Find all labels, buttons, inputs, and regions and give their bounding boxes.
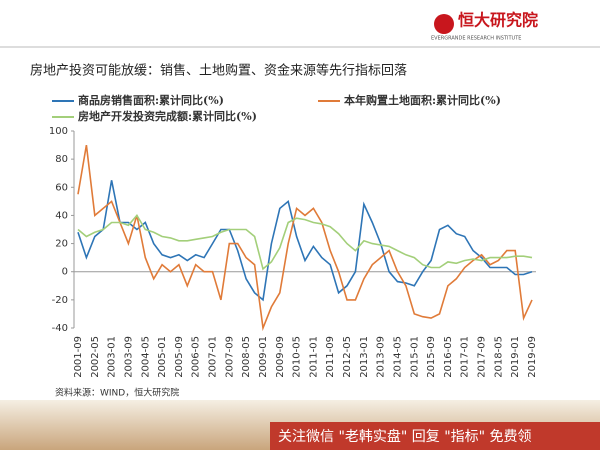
x-tick-label: 2012-05	[342, 336, 353, 378]
x-tick-label: 2017-09	[477, 336, 488, 378]
banner-text: 关注微信 "老韩实盘" 回复 "指标" 免费领	[278, 428, 532, 445]
x-tick-label: 2007-01	[208, 336, 219, 378]
x-tick-label: 2015-09	[426, 336, 437, 378]
x-tick-label: 2011-01	[308, 336, 319, 378]
x-tick-label: 2003-01	[107, 336, 118, 378]
x-tick-label: 2010-05	[292, 336, 303, 378]
x-tick-label: 2001-09	[73, 336, 84, 378]
legend-label: 本年购置土地面积:累计同比(%)	[344, 93, 501, 107]
x-tick-label: 2002-05	[90, 336, 101, 378]
y-tick-label: 100	[49, 126, 68, 137]
logo-text: 恒大研究院	[458, 11, 538, 30]
legend-label: 商品房销售面积:累计同比(%)	[78, 93, 224, 107]
y-tick-label: -40	[52, 323, 68, 334]
x-tick-label: 2016-05	[443, 336, 454, 378]
chart-title: 房地产投资可能放缓：销售、土地购置、资金来源等先行指标回落	[30, 63, 407, 79]
x-tick-label: 2007-09	[224, 336, 235, 378]
logo-icon	[434, 14, 454, 34]
x-tick-label: 2015-01	[409, 336, 420, 378]
x-tick-label: 2013-01	[359, 336, 370, 378]
source-note: 资料来源：WIND，恒大研究院	[55, 387, 179, 399]
x-tick-label: 2009-09	[275, 336, 286, 378]
legend-label: 房地产开发投资完成额:累计同比(%)	[78, 109, 257, 123]
y-tick-label: 60	[55, 182, 68, 193]
y-tick-label: 20	[55, 239, 68, 250]
banner-bg	[270, 422, 600, 450]
x-tick-label: 2008-05	[241, 336, 252, 378]
x-tick-label: 2013-09	[376, 336, 387, 378]
x-tick-label: 2019-09	[527, 336, 538, 378]
y-tick-label: 80	[55, 154, 68, 165]
series-line	[77, 180, 533, 302]
y-tick-label: -20	[52, 295, 68, 306]
series-line	[77, 214, 533, 271]
logo-subtext: EVERGRANDE RESEARCH INSTITUTE	[431, 36, 521, 42]
y-tick-label: 40	[55, 210, 68, 221]
x-tick-label: 2018-05	[493, 336, 504, 378]
x-tick-label: 2004-05	[140, 336, 151, 378]
series-line	[77, 144, 533, 332]
x-tick-label: 2014-05	[392, 336, 403, 378]
x-tick-label: 2003-09	[123, 336, 134, 378]
x-tick-label: 2005-09	[174, 336, 185, 378]
x-tick-label: 2006-05	[191, 336, 202, 378]
x-tick-label: 2005-01	[157, 336, 168, 378]
x-tick-label: 2019-01	[510, 336, 521, 378]
x-tick-label: 2009-01	[258, 336, 269, 378]
x-tick-label: 2011-09	[325, 336, 336, 378]
y-tick-label: 0	[62, 267, 68, 278]
x-tick-label: 2017-01	[460, 336, 471, 378]
